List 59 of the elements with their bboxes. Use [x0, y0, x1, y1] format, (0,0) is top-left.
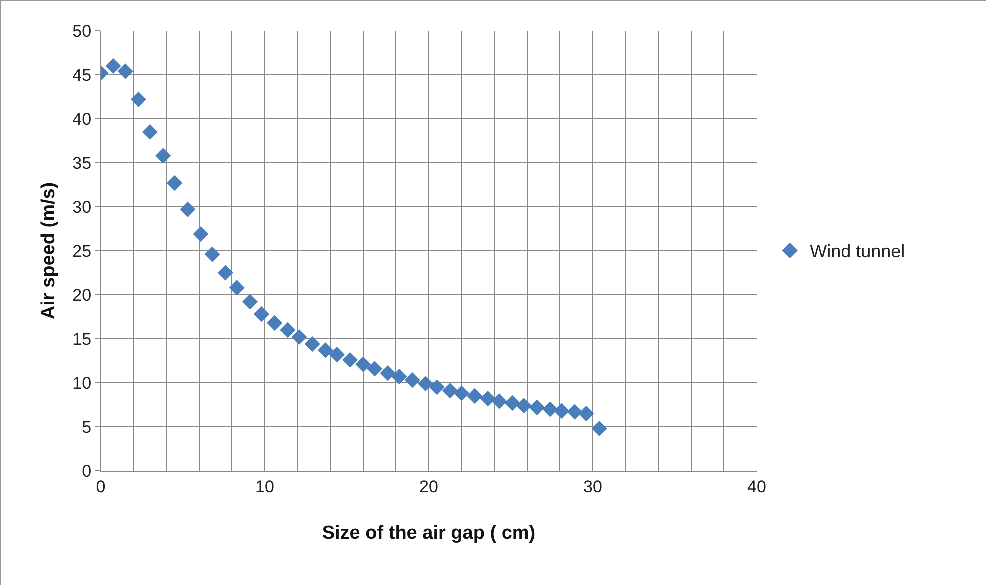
point [267, 315, 283, 331]
point [492, 394, 508, 410]
y-tick-label: 10 [72, 374, 92, 393]
point [380, 366, 396, 382]
point [167, 175, 183, 192]
y-tick-label: 40 [72, 110, 92, 129]
point [118, 64, 134, 80]
point [229, 280, 245, 296]
y-tick-label: 30 [72, 198, 92, 217]
point [280, 322, 296, 338]
y-tick-label: 50 [72, 22, 92, 41]
x-tick-label: 40 [748, 477, 766, 496]
y-axis-title: Air speed (m/s) [38, 182, 60, 320]
point [254, 306, 270, 322]
point [204, 246, 220, 262]
y-tick-label: 20 [72, 286, 92, 305]
point [554, 403, 570, 419]
point [356, 356, 372, 372]
point [442, 383, 458, 399]
x-tick-label: 20 [420, 477, 438, 496]
point [130, 92, 147, 108]
point [180, 202, 196, 218]
point [242, 294, 258, 310]
x-axis-title: Size of the air gap ( cm) [322, 523, 536, 544]
point [578, 406, 594, 422]
y-tick-label: 5 [82, 418, 92, 437]
point [454, 386, 470, 402]
point [142, 124, 158, 140]
point [193, 226, 209, 242]
point [467, 388, 483, 404]
point [329, 347, 345, 363]
point [504, 395, 520, 412]
y-tick-label: 25 [72, 242, 92, 261]
y-tick-label: 35 [72, 154, 92, 173]
point [418, 376, 434, 392]
point [429, 380, 445, 396]
point [292, 329, 308, 346]
point [392, 369, 408, 385]
point [567, 404, 583, 420]
point [304, 336, 320, 352]
point [516, 398, 532, 414]
point [218, 265, 234, 281]
point [480, 391, 496, 407]
x-tick-label: 0 [96, 477, 106, 496]
point [542, 402, 558, 418]
y-tick-label: 45 [72, 66, 92, 85]
point [156, 148, 172, 164]
x-tick-label: 30 [584, 477, 602, 496]
point [342, 352, 358, 368]
point [404, 372, 420, 388]
x-tick-label: 10 [256, 477, 274, 496]
point [529, 400, 546, 416]
y-tick-label: 15 [72, 330, 92, 349]
point [367, 361, 383, 377]
point [592, 420, 608, 437]
legend-label: Wind tunnel [810, 242, 906, 262]
point [318, 342, 334, 358]
point [106, 58, 122, 74]
y-tick-label: 0 [82, 462, 92, 481]
